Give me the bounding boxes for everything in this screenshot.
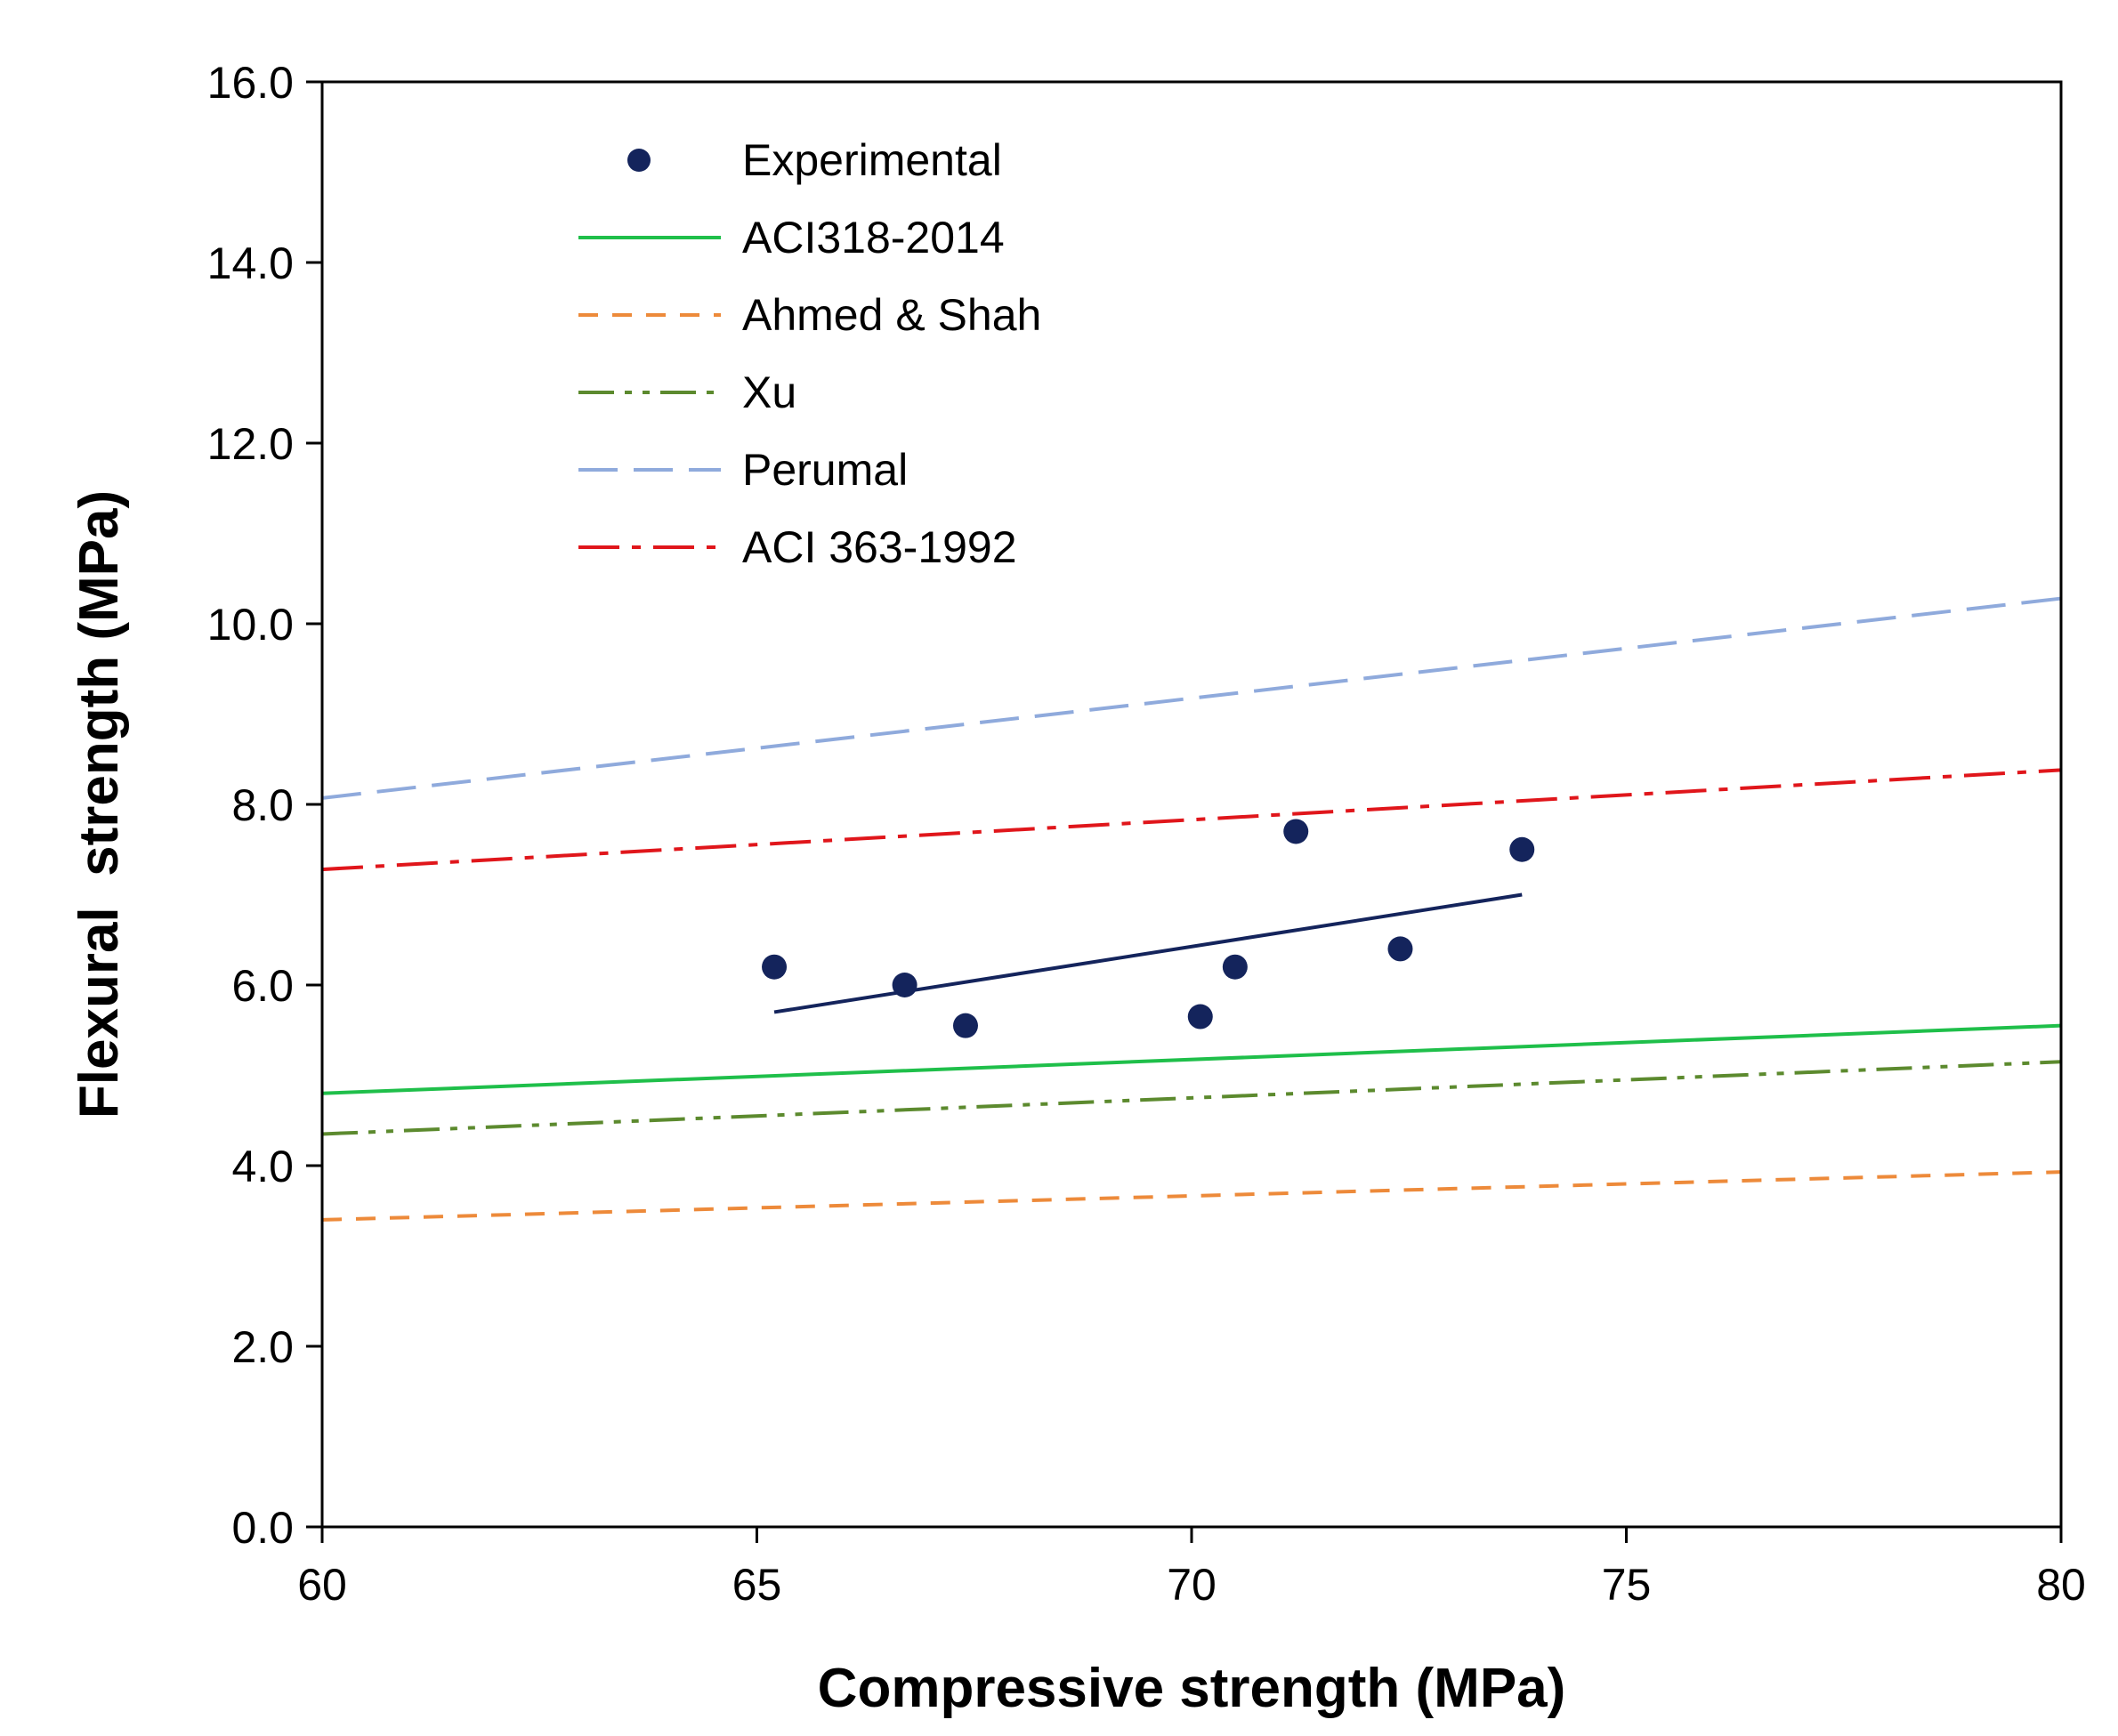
experimental-point bbox=[952, 1013, 978, 1038]
legend-label: ACI318-2014 bbox=[742, 213, 1005, 262]
x-axis-title: Compressive strength (MPa) bbox=[818, 1658, 1566, 1719]
y-tick-label: 8.0 bbox=[231, 780, 294, 830]
series-line-ahmed-shah bbox=[321, 1170, 2062, 1222]
legend-label: Xu bbox=[742, 367, 796, 417]
y-tick-label: 0.0 bbox=[231, 1503, 294, 1553]
x-tick-label: 70 bbox=[1167, 1560, 1217, 1610]
legend-label: Perumal bbox=[742, 445, 908, 495]
y-tick-label: 4.0 bbox=[231, 1142, 294, 1191]
series-line-aci318-2014 bbox=[321, 1023, 2062, 1095]
series-line-perumal bbox=[321, 596, 2062, 800]
x-tick-label: 65 bbox=[732, 1560, 782, 1610]
y-tick-label: 10.0 bbox=[207, 600, 294, 650]
y-tick-label: 14.0 bbox=[207, 238, 294, 288]
x-tick-label: 60 bbox=[297, 1560, 347, 1610]
plot-points bbox=[762, 819, 1535, 1038]
experimental-point bbox=[1187, 1004, 1213, 1029]
plot-frame bbox=[320, 80, 2063, 1529]
legend-label: Ahmed & Shah bbox=[742, 290, 1041, 340]
x-tick-label: 75 bbox=[1602, 1560, 1652, 1610]
series-line-xu bbox=[321, 1060, 2062, 1136]
experimental-point bbox=[1509, 836, 1535, 862]
legend-marker-experimental bbox=[627, 149, 651, 172]
experimental-point bbox=[1222, 954, 1248, 980]
experimental-point bbox=[1283, 819, 1309, 844]
y-axis-title: Flexural strength (MPa) bbox=[69, 490, 130, 1118]
y-tick-label: 2.0 bbox=[231, 1322, 294, 1372]
series-line-aci-363-1992 bbox=[321, 768, 2062, 872]
x-tick-label: 80 bbox=[2036, 1560, 2086, 1610]
legend-label: ACI 363-1992 bbox=[742, 522, 1017, 572]
plot-series bbox=[321, 596, 2062, 1222]
y-tick-label: 16.0 bbox=[207, 58, 294, 108]
experimental-point bbox=[892, 973, 918, 997]
y-axis: 0.0 2.0 4.0 6.0 8.0 10.0 12.0 14.0 16.0 bbox=[207, 58, 322, 1553]
experimental-point bbox=[762, 954, 788, 980]
y-tick-label: 6.0 bbox=[231, 961, 294, 1011]
x-axis: 60 65 70 75 80 bbox=[297, 1527, 2086, 1610]
y-tick-label: 12.0 bbox=[207, 419, 294, 469]
legend: Experimental ACI318-2014 Ahmed & Shah Xu Per… bbox=[578, 135, 1041, 572]
legend-label: Experimental bbox=[742, 135, 1002, 185]
experimental-point bbox=[1387, 936, 1413, 962]
